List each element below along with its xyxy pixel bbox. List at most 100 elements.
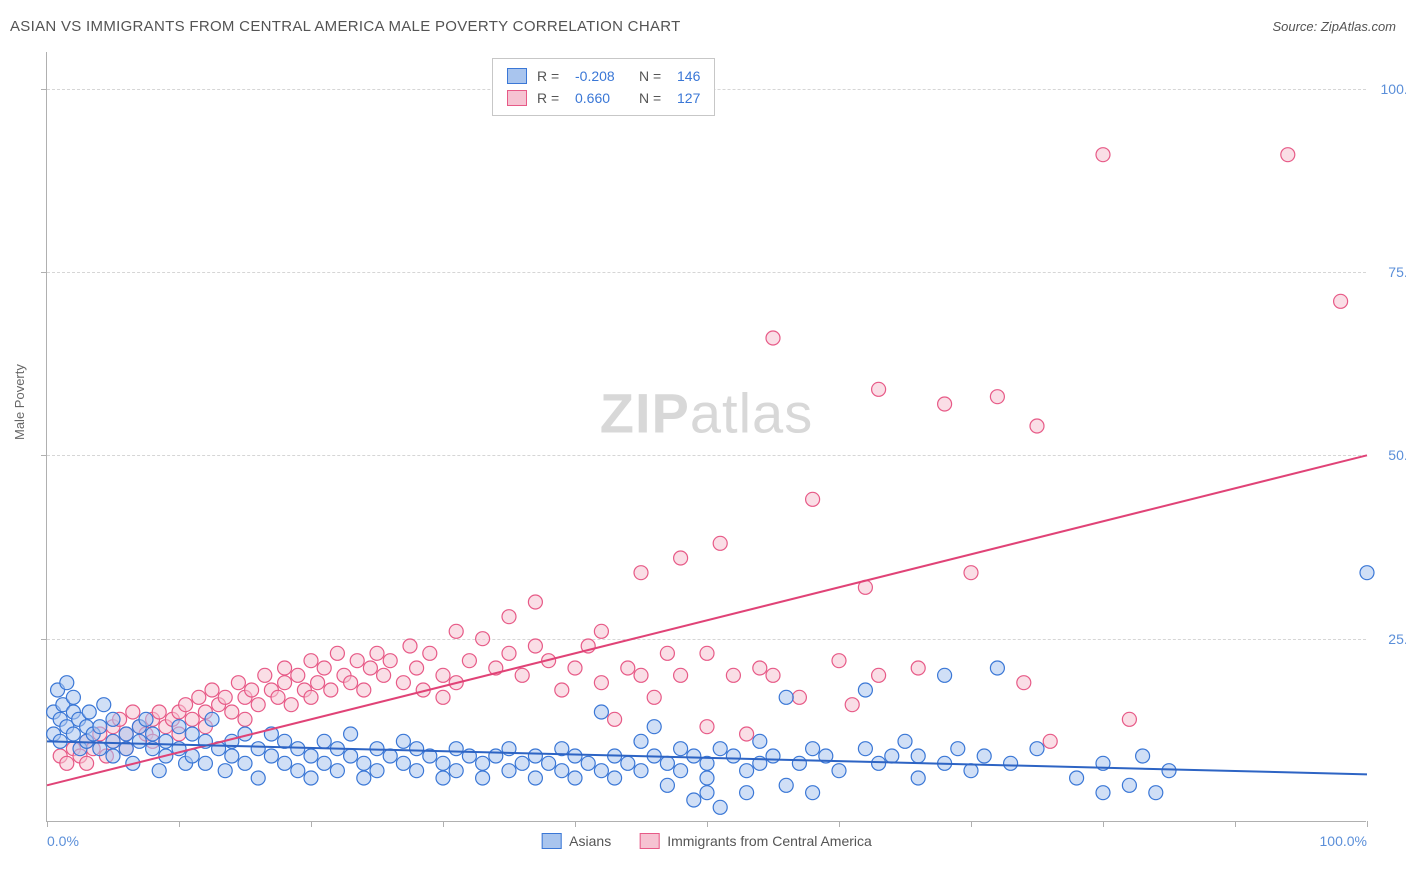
data-point (238, 712, 252, 726)
data-point (383, 749, 397, 763)
data-point (80, 720, 94, 734)
data-point (172, 705, 186, 719)
data-point (423, 646, 437, 660)
data-point (806, 786, 820, 800)
data-point (674, 742, 688, 756)
data-point (1162, 764, 1176, 778)
data-point (1149, 786, 1163, 800)
data-point (872, 668, 886, 682)
data-point (594, 624, 608, 638)
regression-line (47, 741, 1367, 774)
data-point (192, 690, 206, 704)
y-axis-label: Male Poverty (12, 364, 27, 440)
data-point (594, 764, 608, 778)
data-point (568, 749, 582, 763)
data-point (1334, 294, 1348, 308)
data-point (779, 778, 793, 792)
data-point (911, 771, 925, 785)
x-tick-label: 100.0% (1320, 833, 1367, 849)
data-point (515, 756, 529, 770)
data-point (80, 756, 94, 770)
data-point (99, 749, 113, 763)
data-point (179, 698, 193, 712)
data-point (542, 756, 556, 770)
data-point (858, 580, 872, 594)
data-point (278, 734, 292, 748)
data-point (423, 749, 437, 763)
data-point (139, 727, 153, 741)
data-point (165, 712, 179, 726)
data-point (819, 749, 833, 763)
data-point (330, 646, 344, 660)
data-point (73, 749, 87, 763)
data-point (251, 698, 265, 712)
data-point (159, 734, 173, 748)
data-point (1070, 771, 1084, 785)
data-point (647, 690, 661, 704)
data-point (1360, 566, 1374, 580)
legend-row: R =0.660N =127 (507, 87, 700, 109)
data-point (344, 676, 358, 690)
data-point (502, 610, 516, 624)
data-point (938, 756, 952, 770)
data-point (858, 742, 872, 756)
data-point (80, 734, 94, 748)
data-point (396, 734, 410, 748)
data-point (872, 382, 886, 396)
data-point (172, 720, 186, 734)
data-point (858, 683, 872, 697)
data-point (700, 786, 714, 800)
gridline (47, 455, 1366, 456)
data-point (317, 734, 331, 748)
data-point (225, 749, 239, 763)
data-point (225, 705, 239, 719)
regression-line (47, 455, 1367, 785)
data-point (66, 742, 80, 756)
data-point (350, 654, 364, 668)
data-point (542, 654, 556, 668)
data-point (713, 742, 727, 756)
data-point (1030, 742, 1044, 756)
data-point (528, 749, 542, 763)
data-point (726, 749, 740, 763)
data-point (621, 756, 635, 770)
data-point (832, 764, 846, 778)
scatter-chart: ZIPatlas 25.0%50.0%75.0%100.0% R =-0.208… (46, 52, 1366, 822)
data-point (370, 742, 384, 756)
data-point (911, 749, 925, 763)
data-point (396, 676, 410, 690)
data-point (555, 764, 569, 778)
data-point (449, 742, 463, 756)
data-point (806, 492, 820, 506)
data-point (218, 764, 232, 778)
data-point (53, 749, 67, 763)
data-point (51, 683, 65, 697)
data-point (1122, 778, 1136, 792)
data-point (634, 734, 648, 748)
data-point (172, 742, 186, 756)
data-point (330, 764, 344, 778)
data-point (416, 683, 430, 697)
data-point (66, 727, 80, 741)
x-tick-label: 0.0% (47, 833, 79, 849)
data-point (1043, 734, 1057, 748)
data-point (258, 668, 272, 682)
data-point (515, 668, 529, 682)
data-point (568, 661, 582, 675)
data-point (106, 734, 120, 748)
data-point (245, 683, 259, 697)
data-point (938, 397, 952, 411)
data-point (119, 727, 133, 741)
data-point (152, 764, 166, 778)
data-point (297, 683, 311, 697)
data-point (753, 734, 767, 748)
data-point (47, 727, 61, 741)
data-point (251, 771, 265, 785)
data-point (674, 668, 688, 682)
data-point (964, 764, 978, 778)
data-point (198, 705, 212, 719)
data-point (700, 771, 714, 785)
gridline (47, 639, 1366, 640)
chart-title: ASIAN VS IMMIGRANTS FROM CENTRAL AMERICA… (10, 18, 681, 35)
source-attribution: Source: ZipAtlas.com (1272, 19, 1396, 34)
